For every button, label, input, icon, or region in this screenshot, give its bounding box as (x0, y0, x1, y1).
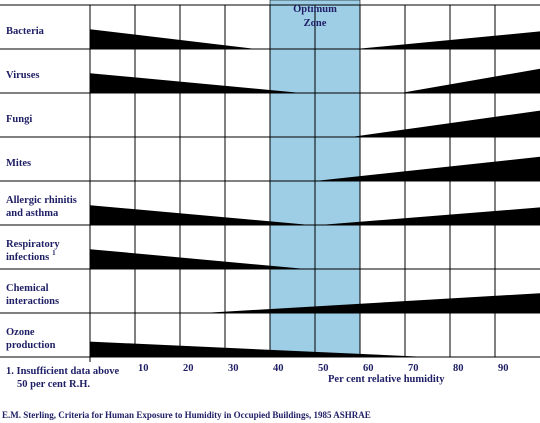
right-wedge (351, 110, 540, 137)
right-wedge (355, 31, 540, 49)
optimum-zone-label-line1: Optimum (293, 4, 337, 15)
optimum-zone-label-line2: Zone (304, 18, 327, 29)
wedge-layer (90, 29, 540, 357)
row-label: Bacteria (6, 26, 45, 37)
right-wedge (400, 68, 540, 93)
row-label: interactions (6, 296, 59, 307)
row-label: and asthma (6, 208, 59, 219)
x-tick-label: 60 (363, 363, 374, 374)
left-wedge (90, 341, 428, 357)
row-label: Fungi (6, 114, 32, 125)
row-label: infections 1 (6, 249, 56, 263)
source-citation: E.M. Sterling, Criteria for Human Exposu… (2, 410, 371, 420)
grid-layer (0, 4, 540, 362)
row-label: Ozone (6, 327, 35, 338)
x-tick-label: 50 (318, 363, 329, 374)
left-wedge (90, 29, 257, 49)
row-label: production (6, 340, 56, 351)
row-label: Respiratory (6, 239, 60, 250)
x-tick-label: 30 (228, 363, 239, 374)
right-wedge (202, 293, 540, 313)
footnote-line2: 50 per cent R.H. (17, 379, 90, 390)
footnote-line1: 1. Insufficient data above (6, 366, 120, 377)
x-tick-label: 10 (138, 363, 149, 374)
row-label: Chemical (6, 283, 49, 294)
x-tick-label: 90 (498, 363, 509, 374)
x-axis-label: Per cent relative humidity (328, 374, 445, 385)
row-label-layer: Bacteria Viruses Fungi Mites Allergic rhinit… (6, 26, 77, 351)
left-wedge (90, 205, 311, 225)
x-tick-label: 20 (183, 363, 194, 374)
tick-label-layer: 10 20 30 40 50 60 70 80 90 (138, 363, 509, 374)
x-tick-label: 70 (408, 363, 419, 374)
row-label: Viruses (6, 70, 39, 81)
row-label: Mites (6, 158, 31, 169)
right-wedge (315, 156, 540, 181)
left-wedge (90, 73, 302, 93)
left-wedge (90, 249, 306, 269)
x-tick-label: 80 (453, 363, 464, 374)
right-wedge (319, 207, 540, 225)
x-tick-label: 40 (273, 363, 284, 374)
row-label: Allergic rhinitis (6, 195, 77, 206)
